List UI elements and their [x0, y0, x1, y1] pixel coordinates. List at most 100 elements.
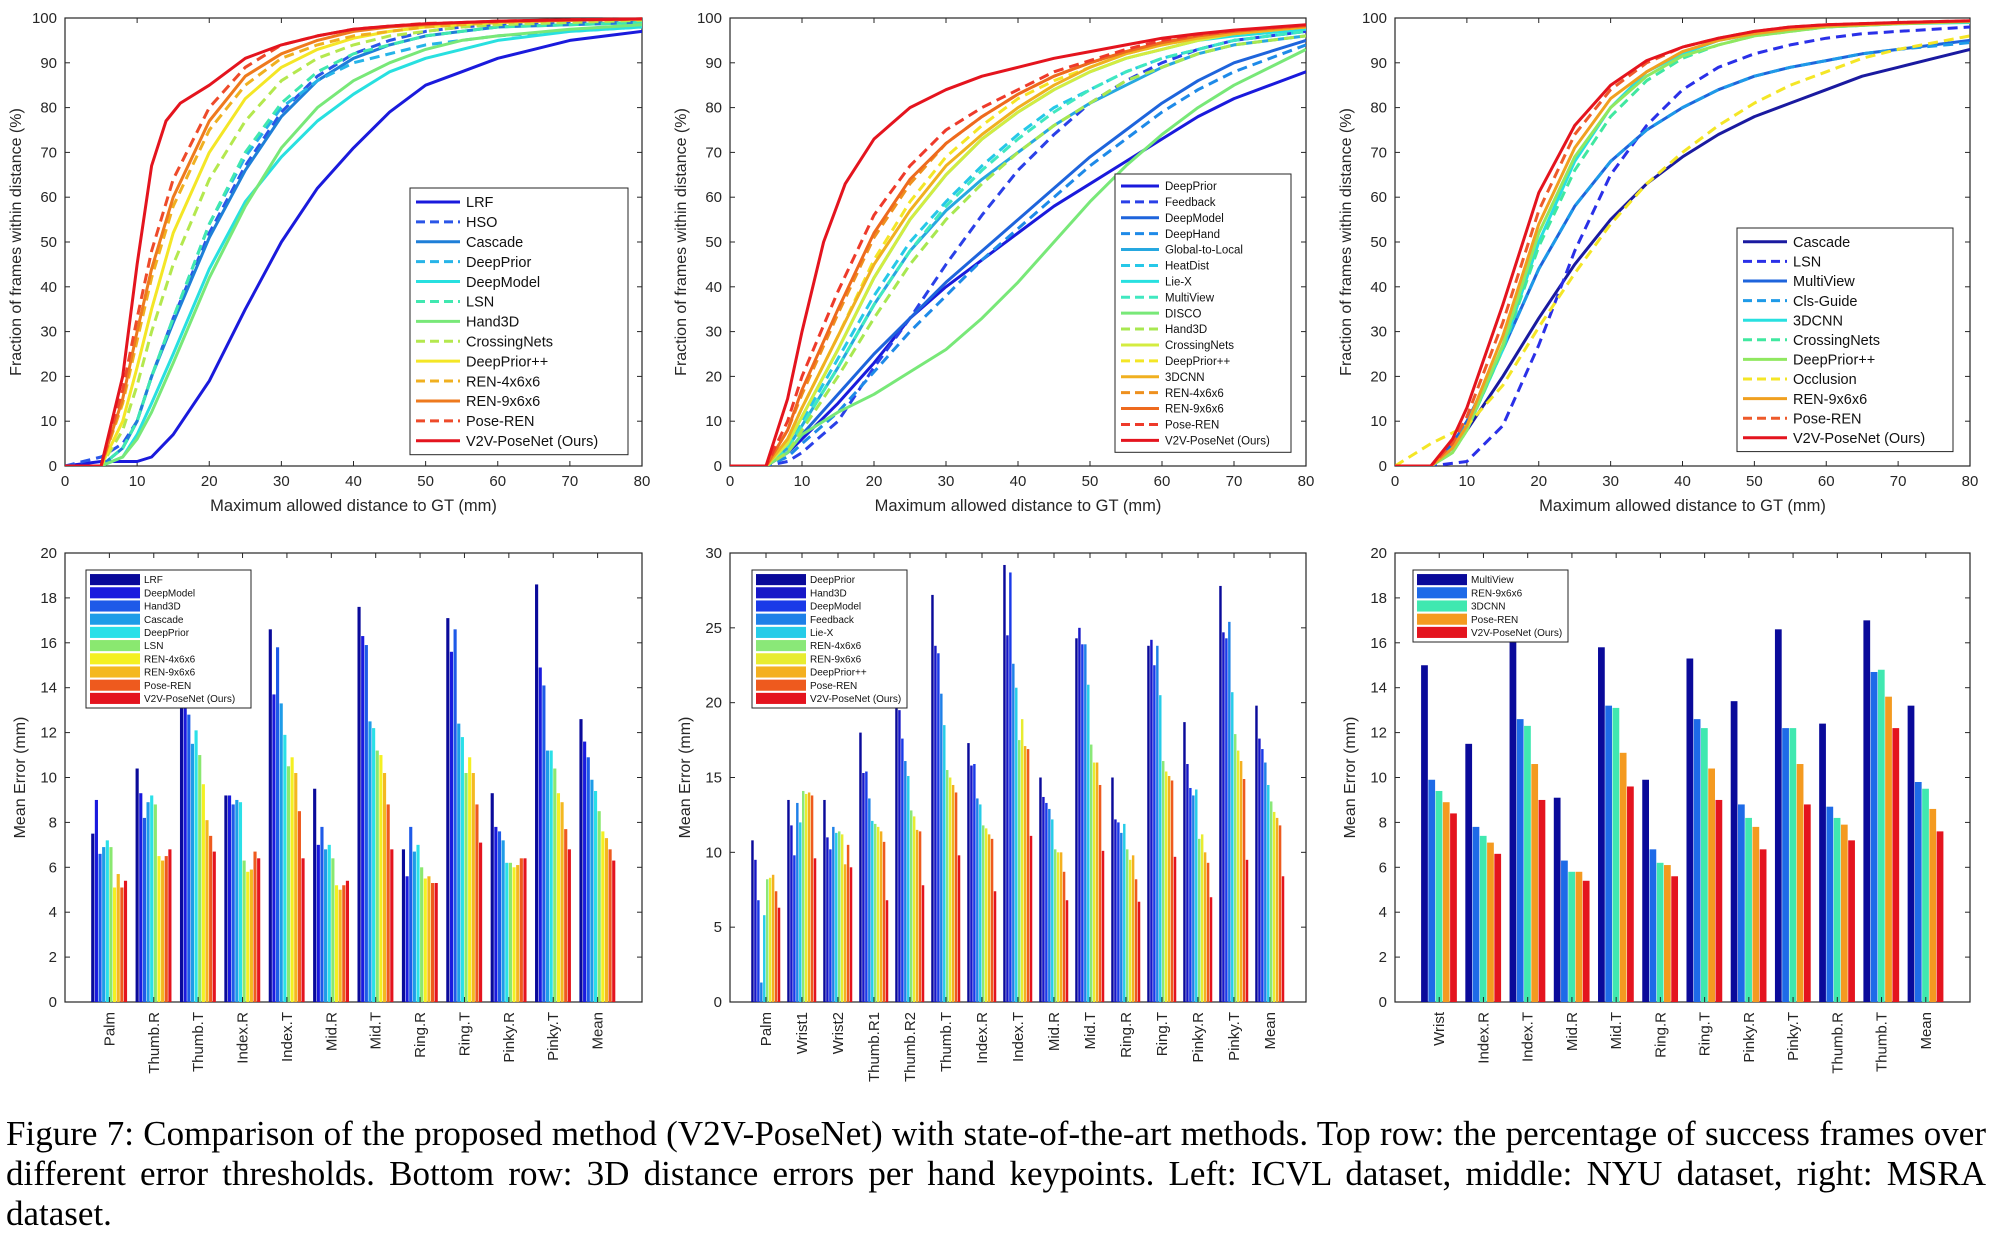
- y-tick-label: 25: [705, 620, 722, 637]
- bar: [183, 707, 187, 1002]
- bar: [301, 858, 305, 1002]
- bar: [1162, 761, 1165, 1002]
- bar: [279, 703, 283, 1002]
- bar: [390, 849, 394, 1002]
- y-tick-label: 4: [49, 904, 57, 921]
- x-tick-label: Mean: [1918, 1012, 1935, 1050]
- bar: [937, 653, 940, 1002]
- nyu-curve-lines: [730, 23, 1306, 466]
- legend-label: REN-4x6x6: [1165, 388, 1224, 400]
- bar: [790, 825, 793, 1002]
- bar: [1568, 871, 1576, 1002]
- bar: [382, 773, 387, 1002]
- legend-label: Lie-X: [1165, 276, 1192, 288]
- y-tick-label: 50: [40, 234, 57, 251]
- x-tick-label: 10: [794, 473, 811, 490]
- bar: [1885, 696, 1892, 1002]
- series-line-ren-9x6x6: [730, 24, 1306, 466]
- bar: [297, 811, 301, 1002]
- x-tick-label: Index.R: [1475, 1012, 1492, 1064]
- legend-label: V2V-PoseNet (Ours): [810, 694, 901, 705]
- bar: [431, 883, 435, 1002]
- x-tick-label: Pinky.T: [1226, 1012, 1243, 1061]
- bar: [405, 876, 409, 1002]
- bar: [982, 825, 985, 1002]
- legend-label: Cls-Guide: [1793, 294, 1857, 310]
- bar: [1084, 644, 1087, 1002]
- bar: [1045, 802, 1048, 1002]
- bar: [1098, 784, 1102, 1002]
- bar: [1782, 728, 1789, 1002]
- y-tick-label: 40: [1370, 279, 1387, 296]
- bar: [135, 768, 139, 1002]
- bar: [940, 693, 943, 1002]
- bar: [501, 840, 505, 1002]
- x-tick-label: Ring.R: [1118, 1012, 1135, 1058]
- bar: [1656, 862, 1664, 1002]
- bar: [1042, 796, 1045, 1002]
- x-tick-label: Pinky.T: [1785, 1012, 1802, 1061]
- bar: [553, 768, 557, 1002]
- legend-label: Feedback: [810, 615, 855, 626]
- bar: [840, 834, 844, 1002]
- bar: [1914, 781, 1922, 1002]
- series-line-ren-4x6x6: [65, 17, 642, 466]
- bar: [1114, 819, 1117, 1002]
- series-line-crossingnets: [65, 18, 642, 466]
- bar: [253, 851, 257, 1002]
- bar: [1123, 823, 1126, 1002]
- x-tick-label: 30: [938, 473, 955, 490]
- y-tick-label: 100: [32, 10, 57, 27]
- legend-swatch: [1417, 587, 1467, 599]
- y-tick-label: 2: [1379, 949, 1387, 966]
- bar: [1203, 852, 1207, 1002]
- bar: [523, 858, 527, 1002]
- series-line-pose-ren: [65, 17, 642, 466]
- legend-label: CrossingNets: [1165, 340, 1234, 352]
- series-line-v2v-posenet-ours-: [1395, 19, 1970, 466]
- x-tick-label: Index.R: [235, 1012, 252, 1064]
- y-tick-label: 16: [1370, 635, 1387, 652]
- y-tick-label: 8: [49, 814, 57, 831]
- legend-label: V2V-PoseNet (Ours): [1165, 435, 1270, 447]
- legend-swatch: [90, 587, 140, 599]
- y-tick-label: 14: [40, 680, 57, 697]
- bar: [787, 799, 790, 1002]
- bar: [479, 842, 483, 1002]
- icvl-curve-lines: [65, 17, 642, 466]
- bar: [1524, 725, 1531, 1002]
- bar: [1054, 849, 1057, 1002]
- bar: [1421, 665, 1428, 1002]
- bar: [829, 849, 832, 1002]
- y-tick-label: 12: [40, 725, 57, 742]
- bar: [934, 645, 937, 1002]
- x-tick-label: Mid.R: [1564, 1012, 1581, 1051]
- legend-label: Cascade: [466, 235, 523, 251]
- y-tick-label: 70: [705, 144, 722, 161]
- bar: [1020, 719, 1024, 1002]
- legend-label: LSN: [1793, 255, 1821, 271]
- legend-swatch: [90, 613, 140, 625]
- y-tick-label: 20: [1370, 368, 1387, 385]
- bar: [1840, 824, 1848, 1002]
- y-axis-label: Fraction of frames within distance (%): [673, 108, 690, 376]
- bar: [294, 773, 298, 1002]
- bar: [1231, 692, 1234, 1002]
- msra-bar-bars: [1421, 620, 1944, 1002]
- y-tick-label: 18: [1370, 590, 1387, 607]
- bar: [508, 862, 512, 1002]
- bar: [1686, 658, 1694, 1002]
- x-tick-label: 50: [1082, 473, 1099, 490]
- bar: [1605, 705, 1613, 1002]
- bar: [1730, 701, 1738, 1002]
- bar: [1582, 880, 1590, 1002]
- legend-swatch: [90, 626, 140, 638]
- bar: [1255, 705, 1258, 1002]
- legend-label: Pose-REN: [810, 681, 857, 692]
- bar: [1435, 790, 1443, 1002]
- legend-swatch: [90, 692, 140, 704]
- x-tick-label: 0: [726, 473, 734, 490]
- y-tick-label: 10: [40, 770, 57, 787]
- bar: [1877, 669, 1885, 1002]
- bar: [1693, 719, 1701, 1002]
